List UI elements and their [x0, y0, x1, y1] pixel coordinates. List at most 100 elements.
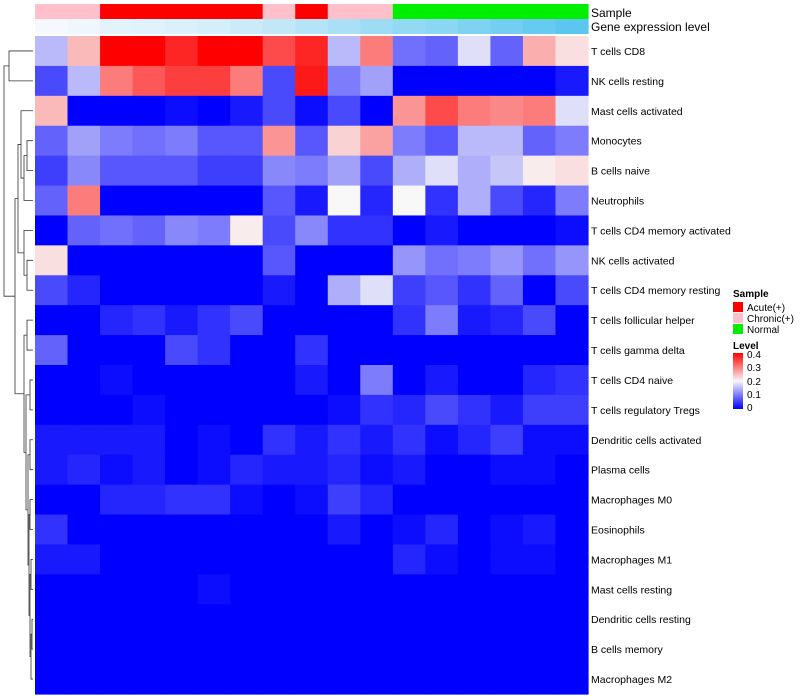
heatmap-cell [522, 95, 557, 127]
heatmap-cell [67, 275, 101, 306]
heatmap-cell [197, 664, 231, 695]
heatmap-cell [425, 335, 459, 366]
heatmap-cell [132, 95, 166, 127]
heatmap-cell [522, 484, 557, 516]
annotation-cell-sample [165, 4, 199, 19]
heatmap-cell [457, 275, 492, 306]
heatmap-cell [392, 95, 426, 127]
annotation-cell-sample [555, 4, 589, 19]
dendrogram-branch [8, 50, 33, 82]
heatmap-cell [327, 36, 361, 67]
legend-level-tick: 0.1 [747, 390, 761, 401]
heatmap-cell [67, 335, 101, 366]
heatmap-cell [490, 394, 524, 426]
heatmap-cell [457, 365, 492, 396]
heatmap-cell [230, 424, 264, 456]
heatmap-cell [165, 185, 199, 217]
heatmap-cell [295, 544, 329, 575]
row-label: T cells CD4 memory activated [591, 225, 731, 237]
heatmap-cell [35, 664, 69, 695]
dendrogram-branch [23, 155, 33, 201]
heatmap-cell [555, 275, 589, 306]
heatmap-cell [35, 36, 69, 67]
heatmap-cell [100, 275, 134, 306]
heatmap-cell [555, 394, 589, 426]
heatmap-cell [392, 604, 426, 635]
heatmap-cell [230, 664, 264, 695]
heatmap-cell [425, 305, 459, 336]
dendrogram-branch [26, 259, 33, 291]
heatmap-cell [132, 544, 166, 575]
heatmap-cell [360, 484, 394, 516]
dendrogram-branch [30, 559, 33, 590]
heatmap-cell [360, 664, 394, 695]
heatmap-cell [67, 215, 101, 246]
heatmap-cell [230, 125, 264, 157]
heatmap-cell [67, 305, 101, 336]
heatmap-cell [457, 544, 492, 575]
heatmap-cell [522, 275, 557, 306]
heatmap-cell [230, 65, 264, 97]
heatmap-cell [327, 275, 361, 306]
heatmap-cell [295, 664, 329, 695]
heatmap-cell [165, 394, 199, 426]
row-label: T cells CD4 memory resting [591, 285, 720, 297]
dendrogram-branch [29, 379, 33, 411]
heatmap-cell [295, 454, 329, 486]
heatmap-cell [230, 155, 264, 187]
heatmap-cell [457, 424, 492, 456]
heatmap-cell [555, 365, 589, 396]
annotation-cell-gene-expression [262, 19, 296, 34]
heatmap-cell [35, 65, 69, 97]
heatmap-cell [327, 514, 361, 546]
dendrogram-branch [3, 65, 15, 297]
heatmap-cell [360, 604, 394, 635]
row-label: Plasma cells [591, 465, 650, 477]
heatmap-cell [262, 424, 296, 456]
heatmap-cell [35, 574, 69, 605]
heatmap-cell [67, 36, 101, 67]
annotation-cell-sample [230, 4, 264, 19]
heatmap-cell [197, 275, 231, 306]
annotation-cell-gene-expression [360, 19, 394, 34]
heatmap-cell [360, 394, 394, 426]
annotation-cell-sample [295, 4, 329, 19]
annotation-cell-gene-expression [295, 19, 329, 34]
heatmap-cell [295, 365, 329, 396]
row-label: T cells CD8 [591, 46, 645, 58]
annotation-cell-gene-expression [327, 19, 361, 34]
legend-swatch-normal [733, 324, 743, 334]
heatmap-cell [67, 424, 101, 456]
legend-sample-title: Sample [733, 289, 769, 300]
heatmap-cell [457, 664, 492, 695]
heatmap-cell [555, 335, 589, 366]
heatmap-cell [555, 454, 589, 486]
heatmap-cell [327, 664, 361, 695]
heatmap-cell [100, 36, 134, 67]
heatmap-cell [425, 484, 459, 516]
heatmap-cell [262, 634, 296, 665]
heatmap-cell [67, 95, 101, 127]
heatmap-cell [295, 484, 329, 516]
heatmap-cell [197, 125, 231, 157]
heatmap-cell [165, 215, 199, 246]
heatmap-cell [555, 185, 589, 217]
heatmap-cell [165, 125, 199, 157]
heatmap-cell [490, 215, 524, 246]
row-label: T cells CD4 naive [591, 375, 673, 387]
heatmap-cell [35, 634, 69, 665]
heatmap-cell [67, 574, 101, 605]
heatmap-cell [490, 305, 524, 336]
heatmap-cell [262, 65, 296, 97]
heatmap-cell [327, 125, 361, 157]
heatmap-cell [262, 185, 296, 217]
heatmap-cell [425, 185, 459, 217]
heatmap-cell [197, 604, 231, 635]
heatmap-cell [392, 185, 426, 217]
heatmap-cell [425, 424, 459, 456]
heatmap-cell [165, 484, 199, 516]
heatmap-cell [230, 95, 264, 127]
heatmap-cell [100, 604, 134, 635]
heatmap-cell [230, 634, 264, 665]
heatmap-cell [165, 365, 199, 396]
